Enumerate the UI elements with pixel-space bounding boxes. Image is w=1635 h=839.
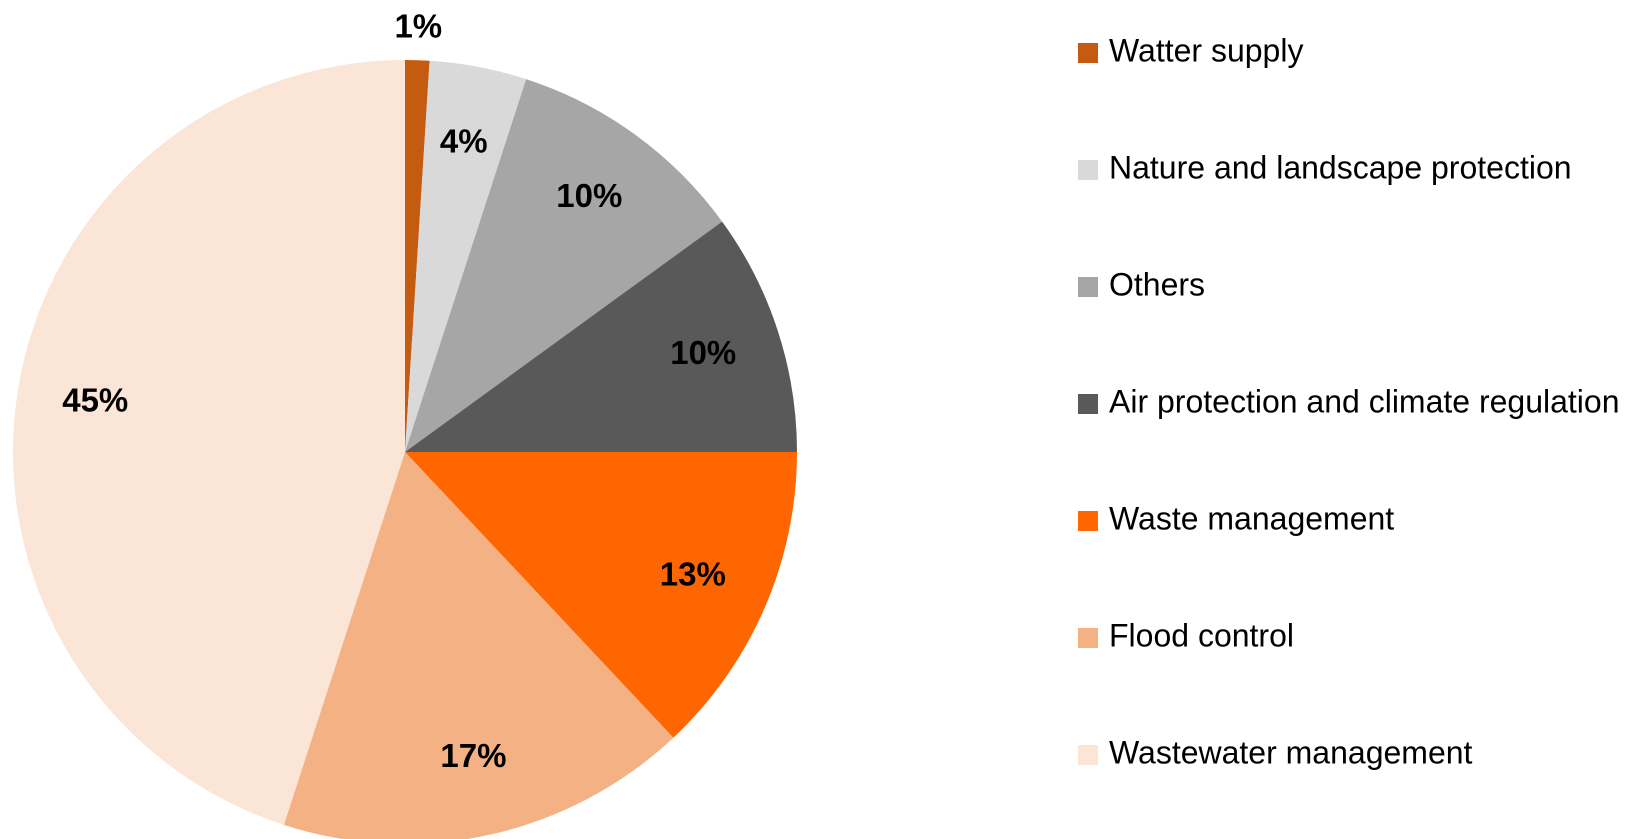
- legend-swatch: [1078, 511, 1098, 531]
- pie-slice: [283, 452, 674, 839]
- legend-swatch: [1078, 745, 1098, 765]
- value-label: 1%: [394, 8, 442, 45]
- legend-swatch: [1078, 628, 1098, 648]
- pie-slice: [405, 79, 723, 452]
- legend-swatch: [1078, 394, 1098, 414]
- legend-label: Nature and landscape protection: [1109, 149, 1572, 185]
- pie-slice: [405, 60, 527, 452]
- value-label: 4%: [440, 123, 488, 160]
- legend-swatch: [1078, 277, 1098, 297]
- value-label: 10%: [670, 334, 736, 371]
- legend-swatch: [1078, 43, 1098, 63]
- legend-label: Air protection and climate regulation: [1109, 383, 1620, 419]
- pie-slice: [405, 452, 797, 738]
- pie-slice: [405, 221, 797, 452]
- value-label: 13%: [660, 555, 726, 592]
- pie-slice: [405, 60, 430, 452]
- value-label: 17%: [440, 737, 506, 774]
- legend-label: Waste management: [1109, 500, 1394, 536]
- legend-label: Others: [1109, 266, 1205, 302]
- legend-label: Watter supply: [1109, 32, 1303, 68]
- value-label: 10%: [556, 177, 622, 214]
- pie-slice: [13, 60, 406, 825]
- value-label: 45%: [62, 382, 128, 419]
- legend-label: Wastewater management: [1109, 734, 1473, 770]
- legend-swatch: [1078, 160, 1098, 180]
- legend-label: Flood control: [1109, 617, 1294, 653]
